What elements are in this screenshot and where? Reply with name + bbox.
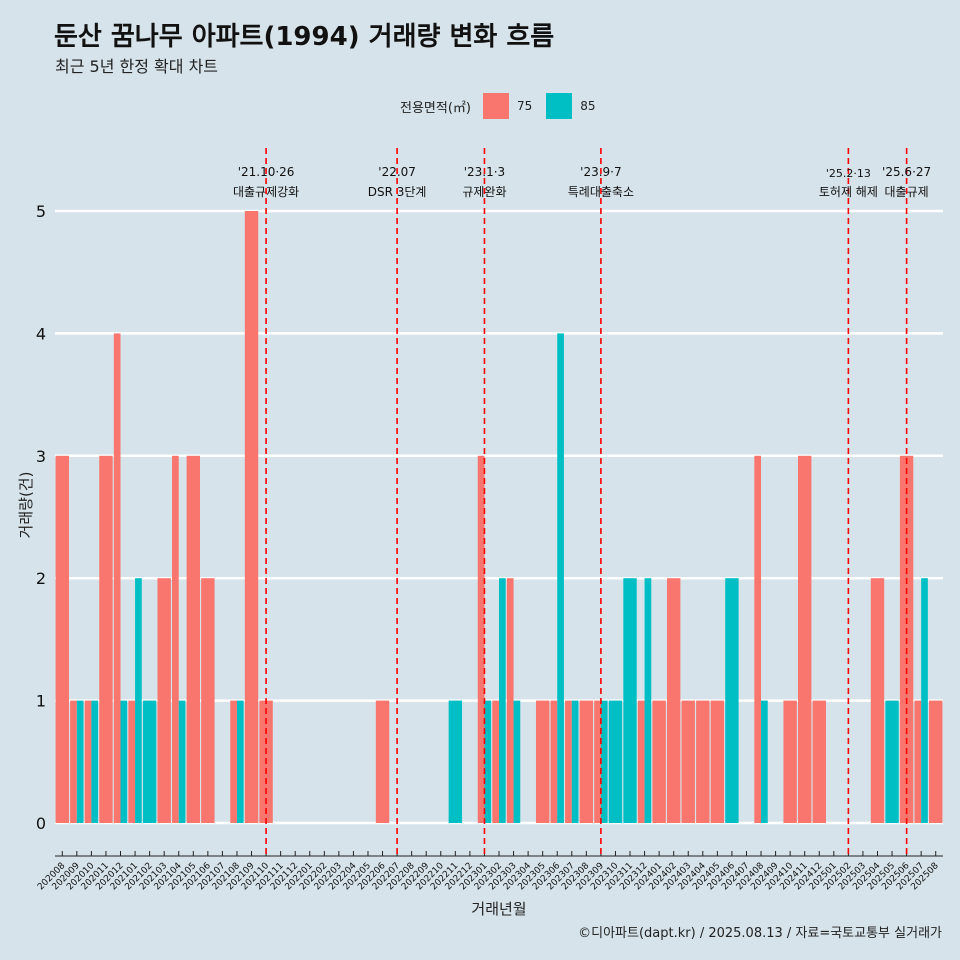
bar [135,578,142,823]
bar [761,700,768,823]
bar [70,700,77,823]
bar [84,700,92,823]
bar [506,578,514,823]
bar [142,700,157,823]
bar [172,455,179,823]
bar [76,700,84,823]
y-tick-label: 1 [36,692,46,711]
annotation-label: 규제완화 [462,185,506,199]
chart-subtitle: 최근 5년 한정 확대 차트 [55,57,219,76]
bar [885,700,899,823]
y-tick-label: 2 [36,569,46,588]
bar [557,333,564,823]
legend-label-85: 85 [580,99,596,113]
annotation-date: '23.9·7 [580,165,621,179]
bar [236,700,244,823]
source-caption: ©디아파트(dapt.kr) / 2025.08.13 / 자료=국토교통부 실… [578,926,942,941]
bar [725,578,739,823]
annotation-date: '25.2·13 [826,167,871,180]
legend-swatch-75 [482,93,509,119]
bar [608,700,623,823]
bar [186,455,200,823]
bar [99,455,113,823]
bar [914,700,922,823]
bar [681,700,695,823]
bar [623,578,637,823]
bar [375,700,390,823]
bar [244,211,259,823]
bar [484,700,492,823]
annotation-date: '21.10·26 [238,165,295,179]
annotation-date: '22.07 [378,165,416,179]
legend-item-85: 85 [546,93,596,119]
bar [754,455,762,823]
x-axis-title: 거래년월 [471,900,526,918]
bar [929,700,943,823]
bar [637,700,645,823]
annotation-date: '23.1·3 [464,165,505,179]
y-tick-label: 5 [36,202,46,221]
bar [579,700,594,823]
bar [178,700,186,823]
annotation-label: 대출규제강화 [233,185,299,199]
bar [571,700,579,823]
bar [710,700,725,823]
legend-title: 전용면적(㎡) [400,100,471,116]
bar [696,700,710,823]
bar [513,700,521,823]
bar [652,700,666,823]
legend-swatch-85 [546,93,573,119]
annotation-date: '25.6·27 [882,165,931,179]
bar [812,700,826,823]
legend-label-75: 75 [516,99,533,113]
legend-item-75: 75 [482,93,533,119]
bar [666,578,681,823]
bar [783,700,797,823]
bar [91,700,99,823]
bar [565,700,572,823]
bar [113,333,121,823]
annotation-label: DSR 3단계 [368,185,427,199]
bar [201,578,215,823]
bar [921,578,928,823]
bar [535,700,550,823]
y-tick-label: 0 [36,814,46,833]
legend: 전용면적(㎡) 75 85 [400,93,602,119]
annotation-label: 특례대출축소 [568,185,634,199]
bar [157,578,171,823]
y-tick-label: 3 [36,447,46,466]
bar [448,700,463,823]
bar [230,700,237,823]
bar [594,700,601,823]
y-tick-label: 4 [36,324,46,343]
bar [499,578,506,823]
bar [128,700,136,823]
annotation-label: 대출규제 [885,185,929,199]
chart-title: 둔산 꿈나무 아파트(1994) 거래량 변화 흐름 [54,22,555,52]
bar [600,700,608,823]
y-axis-title: 거래량(건) [17,472,35,539]
bar [477,455,485,823]
bar [55,455,69,823]
annotation-label: 토허제 해제 [819,185,878,199]
bar [492,700,499,823]
bar [120,700,128,823]
bar [550,700,558,823]
bar [870,578,885,823]
bar [798,455,812,823]
bar [644,578,652,823]
